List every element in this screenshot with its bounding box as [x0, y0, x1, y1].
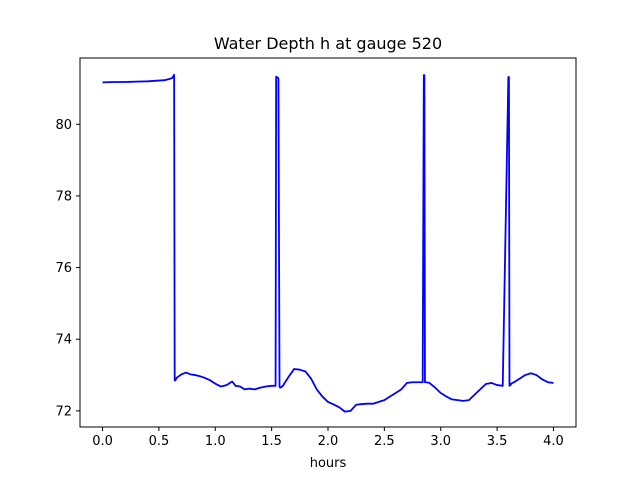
- x-tick-label: 2.0: [318, 434, 339, 449]
- x-tick-label: 2.5: [374, 434, 395, 449]
- y-tick-label: 80: [55, 118, 72, 133]
- y-tick-label: 74: [55, 333, 72, 348]
- x-tick-label: 1.5: [261, 434, 282, 449]
- plot-frame: [79, 57, 577, 428]
- x-axis-label: hours: [310, 456, 347, 471]
- y-tick-label: 76: [55, 261, 72, 276]
- chart-title: Water Depth h at gauge 520: [214, 34, 442, 53]
- plot-area: 0.0 0.5 1.0 1.5 2.0 2.5 3.0 3.5 4.0 72 74 76 78 80: [55, 57, 577, 449]
- y-tick-label: 72: [55, 404, 72, 419]
- series-line: [102, 73, 554, 413]
- x-tick-label: 0.5: [149, 434, 170, 449]
- y-tick-label: 78: [55, 189, 72, 204]
- x-tick-label: 4.0: [543, 434, 564, 449]
- x-tick-label: 3.5: [487, 434, 508, 449]
- x-tick-label: 1.0: [205, 434, 226, 449]
- x-tick-label: 0.0: [92, 434, 113, 449]
- x-tick-label: 3.0: [430, 434, 451, 449]
